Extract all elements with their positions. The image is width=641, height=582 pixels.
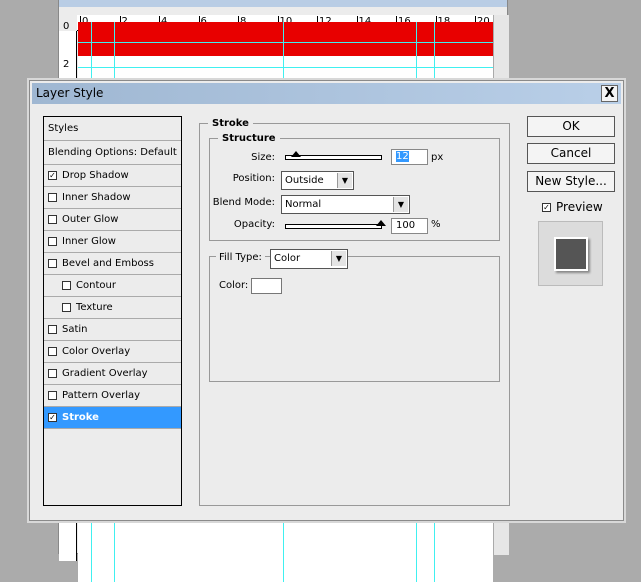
style-item-label: Bevel and Emboss — [62, 258, 154, 269]
ruler-tick-label: 0 — [63, 21, 70, 32]
guide — [78, 67, 493, 68]
ok-button[interactable]: OK — [527, 116, 615, 137]
style-item[interactable]: Styles — [44, 117, 181, 141]
preview-swatch — [554, 237, 588, 271]
color-label: Color: — [219, 280, 249, 291]
style-item-label: Satin — [62, 324, 88, 335]
preview-label: Preview — [556, 200, 603, 214]
style-item-label: Gradient Overlay — [62, 368, 148, 379]
size-slider-thumb[interactable] — [291, 151, 302, 157]
style-item[interactable]: Contour — [44, 275, 181, 297]
style-item-label: Blending Options: Default — [48, 147, 177, 158]
dialog-title-bar[interactable]: Layer Style X — [32, 83, 621, 104]
position-label: Position: — [232, 173, 275, 184]
size-unit: px — [431, 152, 444, 163]
blend-mode-select[interactable]: Normal ▼ — [281, 195, 410, 214]
fill-type-value: Color — [274, 253, 301, 264]
close-button[interactable]: X — [601, 85, 618, 102]
style-item[interactable]: Pattern Overlay — [44, 385, 181, 407]
preview-checkbox[interactable]: ✓ Preview — [542, 200, 603, 214]
checkbox[interactable] — [48, 325, 57, 334]
opacity-unit: % — [431, 219, 441, 230]
style-item[interactable]: Blending Options: Default — [44, 141, 181, 165]
style-item-label: Drop Shadow — [62, 170, 129, 181]
checkbox[interactable] — [48, 369, 57, 378]
document-title-bar[interactable] — [59, 0, 507, 7]
style-item[interactable]: Gradient Overlay — [44, 363, 181, 385]
style-item-label: Pattern Overlay — [62, 390, 141, 401]
stroke-title: Stroke — [212, 118, 249, 129]
style-item[interactable]: ✓ Stroke — [44, 407, 181, 429]
style-item[interactable]: Texture — [44, 297, 181, 319]
chevron-down-icon: ▼ — [337, 173, 352, 188]
fill-type-select[interactable]: Color ▼ — [270, 249, 348, 269]
style-item-label: Contour — [76, 280, 116, 291]
layer-style-dialog: Layer Style X Styles Blending Options: De… — [29, 80, 624, 521]
structure-title: Structure — [222, 133, 276, 144]
checkbox[interactable] — [48, 391, 57, 400]
checkbox[interactable] — [62, 303, 71, 312]
structure-group: Structure — [209, 133, 500, 241]
style-item-label: Styles — [48, 123, 79, 134]
style-item-label: Outer Glow — [62, 214, 119, 225]
preview-area — [538, 221, 603, 286]
size-label: Size: — [251, 152, 275, 163]
new-style-button[interactable]: New Style... — [527, 171, 615, 192]
opacity-input[interactable]: 100 — [391, 218, 428, 234]
blend-mode-label: Blend Mode: — [212, 197, 275, 208]
checkbox[interactable] — [48, 193, 57, 202]
blend-mode-value: Normal — [285, 199, 322, 210]
opacity-slider-thumb[interactable] — [376, 220, 386, 226]
opacity-slider[interactable] — [285, 220, 386, 229]
style-item[interactable]: Bevel and Emboss — [44, 253, 181, 275]
checkbox[interactable]: ✓ — [48, 413, 57, 422]
position-select[interactable]: Outside ▼ — [281, 171, 354, 190]
style-item[interactable]: Outer Glow — [44, 209, 181, 231]
checkbox[interactable] — [48, 347, 57, 356]
checkbox[interactable]: ✓ — [48, 171, 57, 180]
size-input[interactable]: 12 — [391, 149, 428, 165]
dialog-title: Layer Style — [36, 86, 104, 100]
styles-list: Styles Blending Options: Default ✓ Drop Sha… — [43, 116, 182, 506]
style-item[interactable]: Inner Shadow — [44, 187, 181, 209]
style-item-label: Inner Glow — [62, 236, 116, 247]
style-item-label: Texture — [76, 302, 113, 313]
style-item-label: Color Overlay — [62, 346, 131, 357]
style-item[interactable]: Color Overlay — [44, 341, 181, 363]
style-item-label: Inner Shadow — [62, 192, 131, 203]
ruler-tick-label: 2 — [63, 59, 70, 70]
opacity-label: Opacity: — [233, 219, 275, 230]
checkbox[interactable] — [48, 259, 57, 268]
size-slider[interactable] — [285, 151, 382, 160]
chevron-down-icon: ▼ — [331, 251, 346, 266]
checkbox[interactable]: ✓ — [542, 202, 551, 212]
checkbox[interactable] — [62, 281, 71, 290]
fill-type-group — [209, 256, 500, 382]
cancel-button[interactable]: Cancel — [527, 143, 615, 164]
fill-type-label: Fill Type: — [216, 252, 265, 263]
checkbox[interactable] — [48, 237, 57, 246]
style-item[interactable]: Inner Glow — [44, 231, 181, 253]
position-value: Outside — [285, 175, 324, 186]
stroke-color-swatch[interactable] — [251, 278, 282, 294]
size-value: 12 — [396, 151, 409, 162]
stroke-group: Stroke — [199, 118, 510, 506]
chevron-down-icon: ▼ — [393, 197, 408, 212]
style-item-label: Stroke — [62, 412, 99, 423]
style-item[interactable]: Satin — [44, 319, 181, 341]
style-item[interactable]: ✓ Drop Shadow — [44, 165, 181, 187]
checkbox[interactable] — [48, 215, 57, 224]
red-layer — [78, 22, 493, 56]
guide — [78, 42, 493, 43]
